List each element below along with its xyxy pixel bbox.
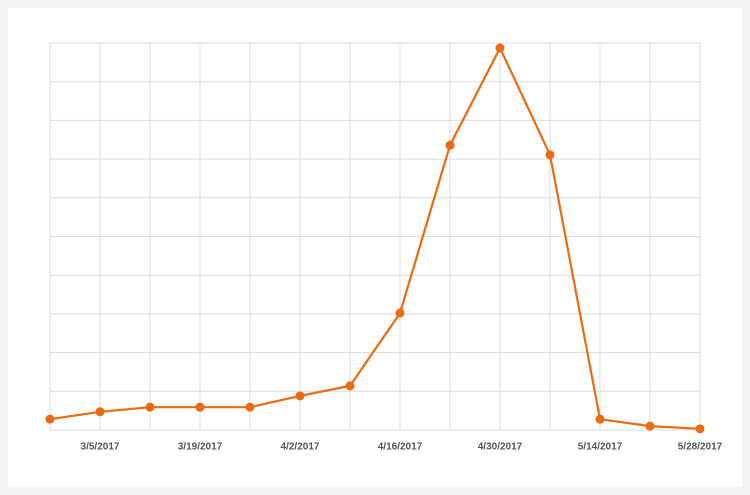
x-tick-label: 3/19/2017 bbox=[178, 442, 223, 453]
x-tick-label: 4/30/2017 bbox=[478, 442, 523, 453]
x-tick-label: 5/28/2017 bbox=[678, 442, 723, 453]
x-tick-label: 3/5/2017 bbox=[81, 442, 120, 453]
point bbox=[295, 391, 305, 401]
point bbox=[645, 421, 655, 431]
point bbox=[195, 402, 205, 412]
point bbox=[545, 150, 555, 160]
point bbox=[95, 407, 105, 417]
point bbox=[345, 381, 355, 391]
point bbox=[445, 140, 455, 150]
point bbox=[145, 402, 155, 412]
line bbox=[49, 45, 701, 430]
x-tick-label: 4/2/2017 bbox=[281, 442, 320, 453]
x-tick-label: 4/16/2017 bbox=[378, 442, 423, 453]
point bbox=[395, 308, 405, 318]
point bbox=[695, 424, 705, 434]
point bbox=[595, 414, 605, 424]
point bbox=[245, 402, 255, 412]
point bbox=[495, 43, 505, 53]
panel bbox=[8, 8, 742, 487]
x-tick-label: 5/14/2017 bbox=[578, 442, 623, 453]
point bbox=[45, 414, 55, 424]
